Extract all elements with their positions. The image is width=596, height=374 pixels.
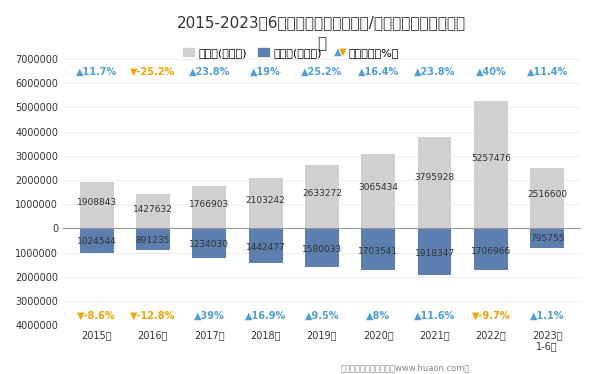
Legend: 出口额(万美元), 进口额(万美元), 同比增长（%）: 出口额(万美元), 进口额(万美元), 同比增长（%）: [178, 43, 403, 62]
Bar: [530, 168, 564, 229]
Text: ▼-9.7%: ▼-9.7%: [471, 311, 510, 321]
Text: 795755: 795755: [530, 234, 564, 243]
Bar: [193, 186, 226, 229]
Text: 5257476: 5257476: [471, 154, 511, 163]
Bar: [80, 229, 114, 253]
Text: 1442477: 1442477: [246, 243, 285, 252]
Text: ▲25.2%: ▲25.2%: [302, 67, 343, 77]
Text: ▲19%: ▲19%: [250, 67, 281, 77]
Bar: [193, 229, 226, 258]
Text: 制图：华经产业研究院（www.huaon.com）: 制图：华经产业研究院（www.huaon.com）: [340, 363, 470, 372]
Bar: [249, 178, 283, 229]
Bar: [530, 229, 564, 248]
Bar: [136, 229, 170, 250]
Text: ▲11.4%: ▲11.4%: [527, 67, 568, 77]
Text: ▲23.8%: ▲23.8%: [188, 67, 230, 77]
Text: 2516600: 2516600: [527, 190, 567, 199]
Bar: [361, 229, 395, 270]
Text: 891235: 891235: [136, 236, 170, 245]
Text: 3795928: 3795928: [414, 174, 455, 183]
Bar: [474, 101, 508, 229]
Bar: [474, 229, 508, 270]
Text: 1908843: 1908843: [77, 199, 117, 208]
Bar: [249, 229, 283, 263]
Text: ▲16.9%: ▲16.9%: [245, 311, 286, 321]
Bar: [136, 194, 170, 229]
Text: ▲23.8%: ▲23.8%: [414, 67, 455, 77]
Text: ▲1.1%: ▲1.1%: [530, 311, 564, 321]
Bar: [418, 229, 451, 275]
Text: ▲11.6%: ▲11.6%: [414, 311, 455, 321]
Text: ▲39%: ▲39%: [194, 311, 225, 321]
Text: ▼-8.6%: ▼-8.6%: [77, 311, 116, 321]
Text: ▼-25.2%: ▼-25.2%: [131, 67, 176, 77]
Text: 1706966: 1706966: [471, 246, 511, 255]
Bar: [305, 229, 339, 267]
Text: 2633272: 2633272: [302, 189, 342, 198]
Title: 2015-2023年6月湖南省（境内目的地/货源地）进、出口额统
计: 2015-2023年6月湖南省（境内目的地/货源地）进、出口额统 计: [178, 15, 467, 51]
Text: ▲11.7%: ▲11.7%: [76, 67, 117, 77]
Text: 1918347: 1918347: [414, 249, 455, 258]
Text: ▲8%: ▲8%: [366, 311, 390, 321]
Text: 1703541: 1703541: [358, 246, 398, 255]
Text: ▲9.5%: ▲9.5%: [305, 311, 339, 321]
Text: 1234030: 1234030: [190, 240, 229, 249]
Text: 1427632: 1427632: [133, 205, 173, 214]
Text: 1024544: 1024544: [77, 237, 117, 246]
Text: 2103242: 2103242: [246, 196, 285, 205]
Bar: [418, 137, 451, 229]
Bar: [305, 165, 339, 229]
Bar: [361, 154, 395, 229]
Bar: [80, 182, 114, 229]
Text: 3065434: 3065434: [358, 183, 398, 192]
Text: 1580033: 1580033: [302, 245, 342, 254]
Text: 1766903: 1766903: [189, 200, 229, 209]
Text: ▼-12.8%: ▼-12.8%: [131, 311, 176, 321]
Text: ▲16.4%: ▲16.4%: [358, 67, 399, 77]
Text: ▲40%: ▲40%: [476, 67, 506, 77]
